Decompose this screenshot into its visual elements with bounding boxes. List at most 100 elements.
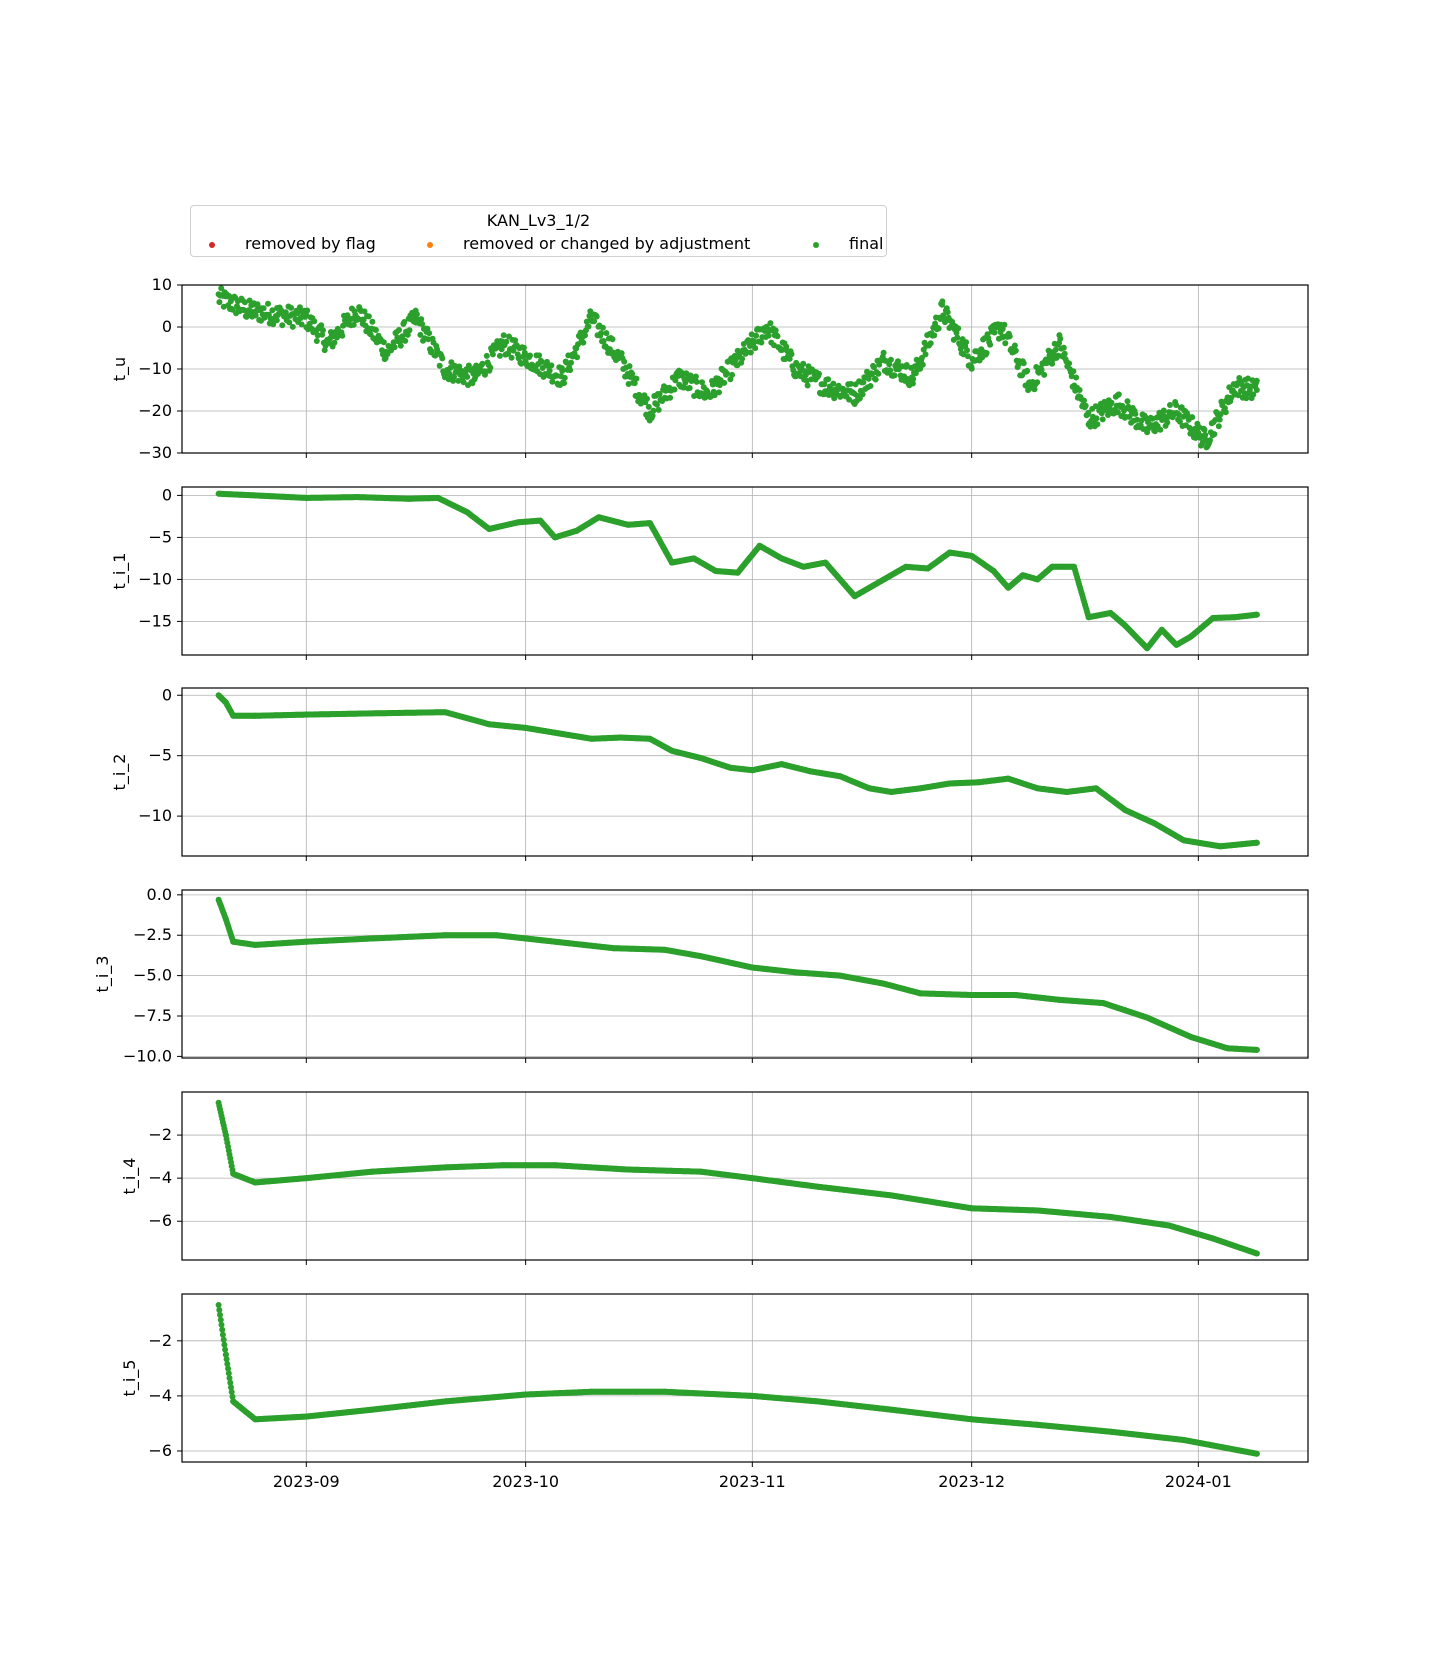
data-point [867,383,874,389]
y-tick-label: −15 [138,611,172,630]
data-point [644,395,650,402]
data-point [816,370,822,377]
data-point [1152,428,1158,435]
legend-entry-final: final [813,234,883,253]
data-point [568,359,574,366]
data-point [404,331,411,338]
data-point [365,313,372,320]
data-point [672,377,679,384]
data-point [753,332,760,339]
data-point [1052,346,1059,353]
data-point [319,331,326,338]
data-point [747,349,754,356]
data-point [406,327,413,334]
data-point [859,391,866,398]
data-point [903,362,910,368]
axes-frame [181,486,1309,656]
data-point [1160,407,1167,414]
data-point [496,352,503,359]
data-point [887,356,894,363]
data-point [631,380,638,387]
legend-label: final [849,234,884,253]
data-series-final [215,896,1260,1053]
data-point [361,308,368,315]
data-point [954,334,961,341]
data-point [655,406,662,413]
data-point [460,379,467,386]
legend-marker-green [813,241,819,248]
data-point [1132,410,1139,417]
data-point [1115,391,1122,398]
data-point [1253,839,1260,846]
data-point [426,330,433,337]
data-point [479,360,486,367]
y-tick-label: 0 [162,317,172,336]
data-point [1034,379,1041,386]
data-point [939,298,946,305]
data-point [887,367,894,374]
data-point [304,307,311,314]
data-point [273,317,280,324]
data-point [767,320,774,327]
data-point [788,351,795,358]
data-point [396,327,402,333]
legend: KAN_Lv3_1/2 removed by flag removed or c… [190,205,887,257]
y-tick-label: 10 [152,275,172,294]
legend-label: removed by flag [245,234,376,253]
data-point [391,344,398,351]
data-point [711,392,718,399]
data-point [872,376,879,383]
data-point [790,367,797,374]
data-point [483,352,490,359]
data-point [1085,409,1092,416]
data-point [508,354,515,361]
data-point [548,362,555,369]
data-point [909,380,916,387]
data-point [339,332,346,339]
data-point [580,339,587,346]
data-point [739,355,746,362]
data-point [593,313,600,320]
data-point [686,385,693,391]
data-point [539,365,546,371]
y-tick-label: −20 [138,401,172,420]
data-point [649,412,656,419]
data-point [1119,402,1126,409]
data-point [922,351,929,358]
data-point [944,309,951,316]
data-point [464,373,471,380]
data-point [559,368,566,374]
data-point [1105,412,1111,418]
y-tick-label: −10 [138,359,172,378]
y-axis-label: t_i_1 [110,553,130,590]
data-point [964,347,970,354]
data-point [846,396,853,403]
data-point [401,319,408,325]
data-point [1020,360,1027,367]
data-point [1253,387,1260,393]
data-point [1253,611,1260,618]
y-tick-label: 0 [162,685,172,704]
data-point [667,394,674,401]
data-point [331,339,338,346]
data-point [1222,409,1229,416]
data-point [288,304,295,311]
data-point [875,370,882,377]
data-point [218,285,225,292]
data-point [1082,402,1089,409]
data-point [1216,416,1223,423]
data-point [286,319,293,326]
data-point [1073,374,1080,381]
data-point [964,353,971,360]
data-point [318,322,325,329]
data-point [591,318,598,325]
data-point [369,318,376,325]
data-point [692,373,699,380]
data-point [451,373,457,380]
data-series-final [215,490,1260,652]
data-point [621,358,628,365]
data-point [942,319,948,326]
data-point [298,321,305,328]
data-point [561,380,567,387]
